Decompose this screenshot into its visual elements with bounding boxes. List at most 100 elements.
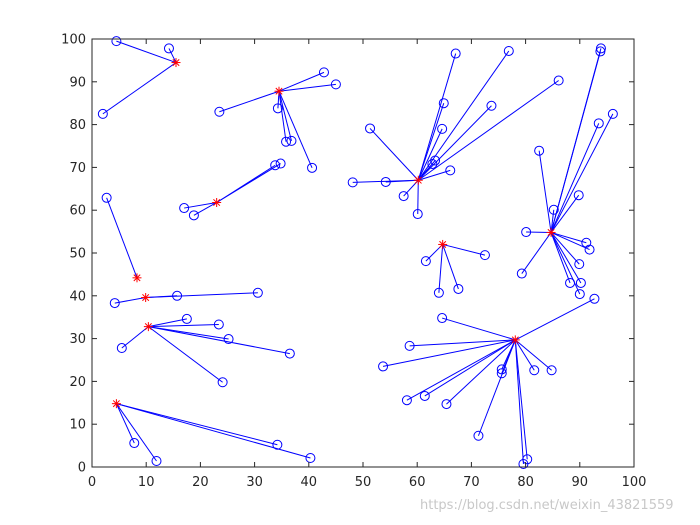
y-tick-label: 90 [69, 75, 86, 90]
data-point [574, 259, 585, 270]
data-point [427, 158, 438, 169]
cluster-link [417, 50, 510, 181]
cluster-link [278, 91, 287, 142]
data-point [213, 319, 224, 330]
y-axis: 0 10 20 30 40 50 60 70 80 90 100 [61, 33, 634, 476]
y-tick-label: 80 [69, 118, 86, 133]
data-point [179, 203, 190, 214]
cluster-link [184, 202, 217, 209]
data-point [445, 165, 456, 176]
cluster-link [550, 232, 582, 284]
cluster-link [442, 244, 459, 290]
data-point [307, 162, 318, 173]
data-point [573, 190, 584, 201]
data-point [595, 43, 606, 54]
cluster-link [550, 48, 602, 233]
data-point [378, 361, 389, 372]
data-point [116, 343, 127, 354]
cluster-link [145, 292, 258, 299]
cluster-link [417, 53, 457, 181]
cluster-link [115, 403, 157, 462]
cluster-center-marker [212, 197, 222, 207]
cluster-link [278, 91, 313, 169]
data-point [163, 43, 174, 54]
data-point [574, 289, 585, 300]
data-point [419, 390, 430, 401]
cluster-link [521, 232, 552, 274]
data-point [453, 283, 464, 294]
cluster-link [148, 326, 290, 355]
cluster-center-marker [546, 227, 556, 237]
cluster-link [550, 123, 600, 233]
data-point [109, 298, 120, 309]
data-point [365, 123, 376, 134]
cluster-link [148, 326, 223, 383]
data-point [522, 454, 533, 465]
data-point [486, 100, 497, 111]
data-point [521, 227, 532, 238]
data-point [593, 118, 604, 129]
data-point [438, 98, 449, 109]
data-point [281, 136, 292, 147]
cluster-link [441, 317, 516, 341]
data-point [546, 365, 557, 376]
data-point [441, 399, 452, 410]
x-tick-label: 80 [517, 475, 534, 490]
data-points [97, 36, 618, 470]
data-point [101, 192, 112, 203]
data-point [404, 340, 415, 351]
data-point [398, 191, 409, 202]
data-point [188, 210, 199, 221]
data-point [420, 256, 431, 267]
cluster-center-marker [510, 335, 520, 345]
cluster-link [116, 403, 278, 446]
data-point [412, 209, 423, 220]
cluster-link [550, 232, 580, 265]
cluster-link [514, 339, 528, 460]
y-tick-label: 10 [69, 418, 86, 433]
y-tick-label: 30 [69, 332, 86, 347]
data-point [496, 364, 507, 375]
cluster-link [278, 91, 292, 141]
cluster-link [514, 339, 552, 371]
data-point [129, 438, 140, 449]
cluster-link [550, 194, 580, 233]
data-point [529, 365, 540, 376]
data-point [401, 395, 412, 406]
data-point [275, 158, 286, 169]
x-tick-label: 90 [572, 475, 589, 490]
cluster-center-marker [141, 293, 151, 303]
data-point [347, 177, 358, 188]
cluster-link [515, 298, 595, 341]
cluster-link [514, 339, 535, 371]
cluster-centers [111, 58, 556, 409]
cluster-link [550, 231, 587, 244]
cluster-link [417, 180, 419, 215]
cluster-link [116, 40, 177, 64]
x-tick-label: 0 [88, 475, 96, 490]
cluster-link [417, 128, 443, 181]
cluster-link [115, 403, 135, 444]
data-point [450, 48, 461, 59]
data-point [548, 204, 559, 215]
x-tick-label: 70 [463, 475, 480, 490]
y-tick-label: 60 [69, 204, 86, 219]
cluster-link [148, 323, 219, 328]
cluster-link [424, 339, 516, 397]
data-point [437, 313, 448, 324]
cluster-link [382, 339, 516, 367]
data-point [286, 135, 297, 146]
data-point [305, 453, 316, 464]
data-point [151, 456, 162, 467]
cluster-link [442, 243, 486, 256]
data-point [272, 103, 283, 114]
cluster-link [550, 232, 581, 295]
cluster-link [121, 326, 149, 349]
data-point [503, 45, 514, 56]
x-tick-label: 40 [301, 475, 318, 490]
data-point [270, 160, 281, 171]
cluster-link [550, 232, 571, 284]
data-point [565, 277, 576, 288]
data-point [380, 176, 391, 187]
cluster-link [417, 80, 559, 181]
